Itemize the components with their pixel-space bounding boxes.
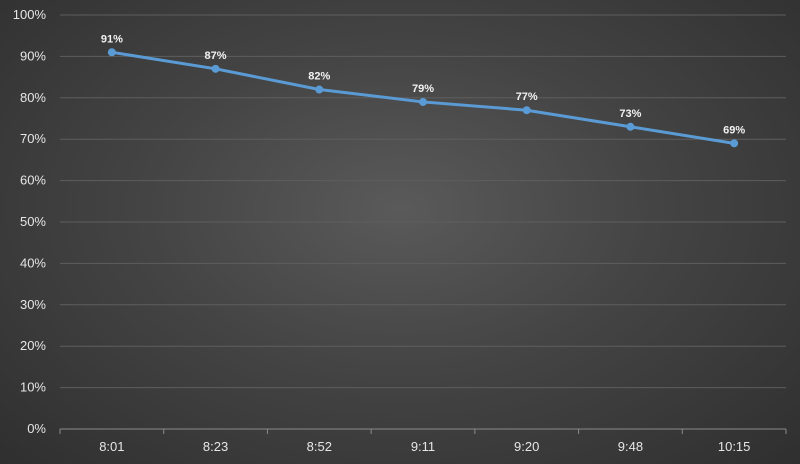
data-label: 77% <box>516 91 538 103</box>
x-tick-label: 8:01 <box>99 439 124 454</box>
y-tick-label: 90% <box>20 48 46 63</box>
gridlines <box>60 14 786 389</box>
data-label: 91% <box>101 33 123 45</box>
x-axis-labels: 8:01 8:23 8:52 9:11 9:20 9:48 10:15 <box>99 439 750 454</box>
data-labels: 91% 87% 82% 79% 77% 73% 69% <box>101 33 746 136</box>
data-point <box>107 48 116 57</box>
data-point <box>419 97 427 106</box>
x-tick-label: 10:15 <box>718 439 751 454</box>
y-tick-label: 30% <box>20 297 46 312</box>
data-label: 79% <box>412 83 434 95</box>
y-tick-label: 40% <box>20 255 46 270</box>
data-label: 69% <box>723 124 745 136</box>
data-point <box>211 64 220 73</box>
data-label: 73% <box>619 108 641 120</box>
y-tick-label: 100% <box>13 7 47 22</box>
data-point <box>315 85 324 94</box>
y-tick-label: 20% <box>20 338 46 353</box>
x-tick-label: 9:20 <box>514 439 539 454</box>
y-tick-label: 80% <box>20 90 46 105</box>
x-tick-label: 8:23 <box>203 439 228 454</box>
y-tick-label: 0% <box>27 421 46 436</box>
x-tick-label: 9:48 <box>618 439 643 454</box>
y-tick-label: 70% <box>20 131 46 146</box>
data-label: 82% <box>308 71 330 83</box>
x-tick-label: 8:52 <box>307 439 332 454</box>
y-tick-label: 60% <box>20 173 46 188</box>
data-point <box>730 139 739 148</box>
y-tick-label: 10% <box>20 380 46 395</box>
data-point <box>522 106 531 115</box>
data-points <box>107 48 739 148</box>
x-tick-label: 9:11 <box>411 439 435 454</box>
y-tick-label: 50% <box>20 214 46 229</box>
data-point <box>626 122 635 131</box>
y-axis-labels: 0% 10% 20% 30% 40% 50% 60% 70% 80% 90% 100% <box>13 7 47 436</box>
x-axis <box>59 428 787 434</box>
data-label: 87% <box>205 50 227 62</box>
